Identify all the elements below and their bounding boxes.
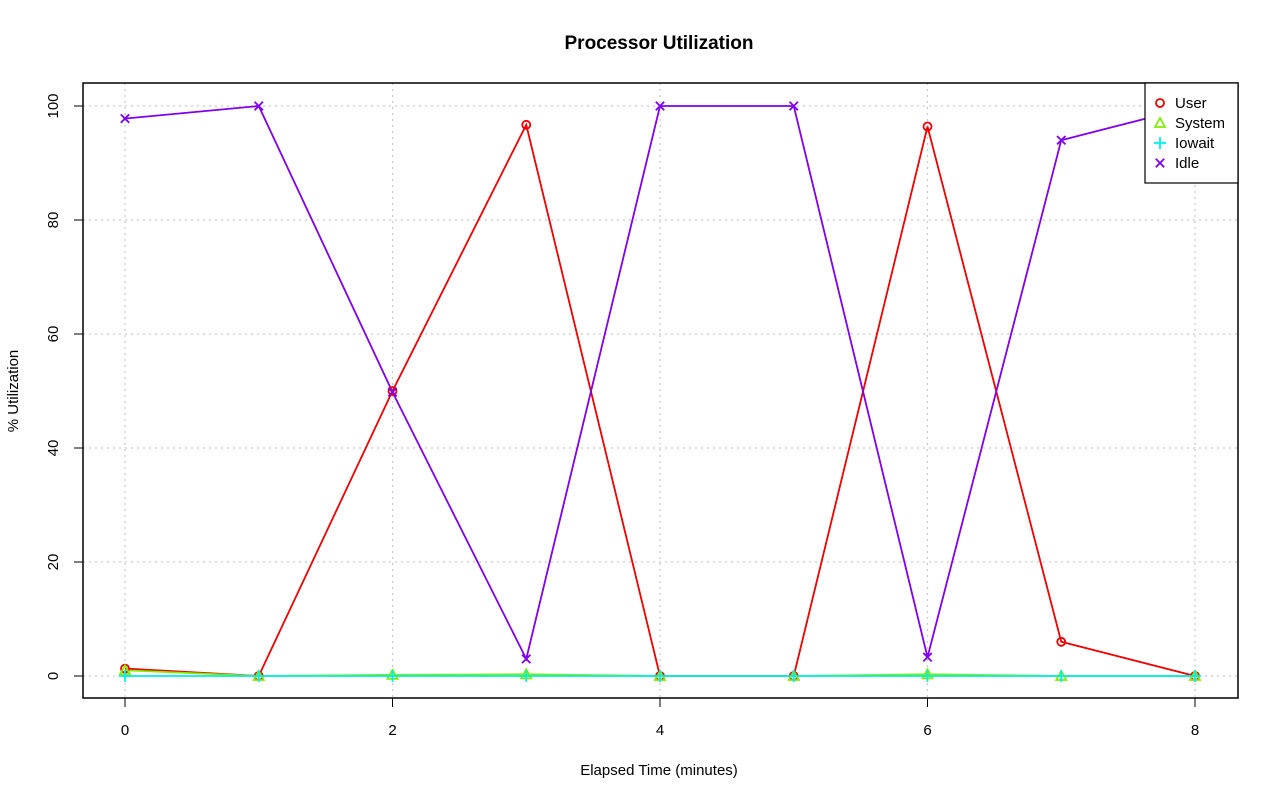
legend-marker-system [1153,116,1167,128]
cross-marker [1155,158,1165,168]
plus-marker [787,670,800,682]
circle-marker [922,121,933,132]
data-point-iowait [1055,670,1068,682]
cross-marker [1056,135,1067,146]
chart-title: Processor Utilization [565,33,754,54]
y-tick-label: 20 [45,554,62,571]
data-point-user [521,119,532,130]
triangle-marker [1153,116,1167,128]
series-markers [118,101,1202,682]
cross-marker [922,652,933,663]
y-axis-label: % Utilization [5,350,22,433]
data-point-iowait [787,670,800,682]
plus-marker [119,670,131,682]
data-point-iowait [1189,670,1201,682]
data-point-idle [1056,135,1067,146]
data-point-user [1056,636,1067,647]
data-point-user [387,386,398,396]
grid-lines [83,83,1238,698]
data-point-idle [253,101,264,111]
legend-label: System [1175,115,1225,132]
data-point-iowait [252,670,265,682]
x-tick-label: 8 [1191,722,1199,739]
cross-marker [521,654,532,664]
y-axis: 0 20 40 60 80 100 [45,93,83,680]
x-tick-label: 0 [121,722,129,739]
x-axis: 0 2 4 6 8 [121,698,1199,739]
plus-marker [386,670,399,682]
data-point-idle [788,101,799,111]
plus-marker [1154,137,1166,149]
circle-marker [521,119,532,130]
data-point-idle [655,101,665,111]
circle-marker [387,386,398,396]
plus-marker [520,670,533,682]
cross-marker [253,101,264,111]
y-tick-label: 60 [45,326,62,343]
legend-label: Idle [1175,155,1199,172]
y-tick-label: 40 [45,440,62,457]
y-tick-label: 80 [45,212,62,229]
x-tick-label: 2 [388,722,396,739]
y-tick-label: 0 [45,672,62,680]
data-point-user [922,121,933,132]
cross-marker [120,113,130,124]
data-point-idle [521,654,532,664]
plus-marker [1189,670,1201,682]
data-point-iowait [520,670,533,682]
legend-marker-idle [1155,158,1165,168]
plus-marker [1055,670,1068,682]
cross-marker [655,101,665,111]
cross-marker [387,387,398,397]
plus-marker [921,670,934,682]
data-point-idle [387,387,398,397]
legend-label: User [1175,95,1207,112]
circle-marker [1056,636,1067,647]
data-point-idle [922,652,933,663]
legend-label: Iowait [1175,135,1215,152]
data-point-iowait [654,670,666,682]
x-axis-label: Elapsed Time (minutes) [580,762,738,779]
data-point-idle [120,113,130,124]
legend: User System Iowait Idle [1144,82,1239,184]
plus-marker [654,670,666,682]
data-point-iowait [921,670,934,682]
circle-marker [1155,98,1165,108]
cross-marker [788,101,799,111]
data-point-iowait [119,670,131,682]
x-tick-label: 4 [656,722,664,739]
plus-marker [252,670,265,682]
x-tick-label: 6 [923,722,931,739]
y-tick-label: 100 [45,93,62,118]
legend-marker-user [1155,98,1165,108]
data-point-iowait [386,670,399,682]
legend-marker-iowait [1154,137,1166,149]
